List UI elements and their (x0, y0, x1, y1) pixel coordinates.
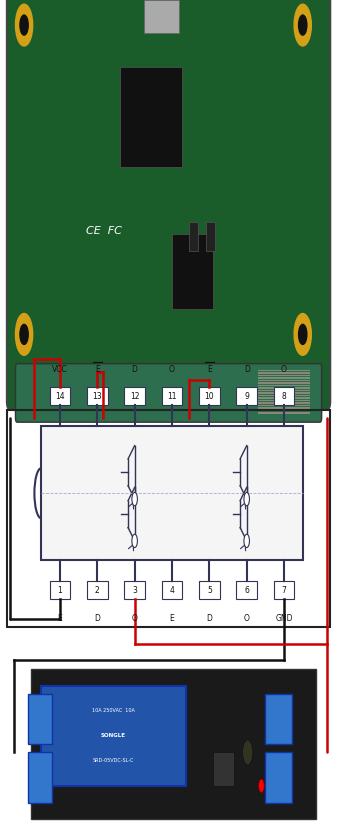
Text: 4: 4 (170, 586, 174, 594)
Text: 10A 250VAC  10A: 10A 250VAC 10A (92, 708, 135, 713)
Circle shape (20, 15, 28, 35)
Text: O: O (132, 614, 138, 624)
Bar (162, 581, 182, 599)
Bar (199, 581, 220, 599)
Bar (120, 67, 182, 167)
Text: E: E (207, 364, 212, 374)
Bar (50, 581, 70, 599)
Text: E: E (170, 614, 174, 624)
Bar (236, 581, 257, 599)
Circle shape (244, 492, 249, 506)
Circle shape (15, 4, 33, 46)
Text: 14: 14 (55, 392, 65, 400)
Bar (258, 407, 310, 409)
Bar (28, 752, 52, 803)
Circle shape (132, 492, 137, 506)
Text: E: E (57, 614, 62, 624)
Bar (258, 370, 310, 371)
Bar (50, 387, 70, 405)
Text: O: O (169, 364, 175, 374)
FancyBboxPatch shape (15, 364, 322, 422)
Bar (41, 426, 303, 560)
Circle shape (243, 740, 253, 765)
Text: 2: 2 (95, 586, 100, 594)
Text: E: E (95, 364, 100, 374)
Bar (87, 387, 108, 405)
Bar (258, 387, 310, 389)
Circle shape (132, 534, 137, 548)
Circle shape (259, 779, 264, 793)
Text: D: D (94, 614, 100, 624)
Text: 6: 6 (244, 586, 249, 594)
Bar (258, 405, 310, 406)
Bar (258, 375, 310, 376)
Bar (274, 387, 294, 405)
Text: 12: 12 (130, 392, 139, 400)
Bar (258, 412, 310, 414)
Text: 13: 13 (93, 392, 102, 400)
Bar (258, 380, 310, 381)
Text: SRD-05VDC-SL-C: SRD-05VDC-SL-C (93, 758, 134, 763)
Bar (265, 752, 292, 803)
Text: 3: 3 (132, 586, 137, 594)
Text: VCC: VCC (52, 364, 68, 374)
Bar (213, 752, 234, 786)
Text: 10: 10 (205, 392, 214, 400)
Circle shape (299, 324, 307, 344)
Bar (258, 397, 310, 399)
Bar (236, 387, 257, 405)
Bar (258, 382, 310, 384)
Bar (87, 581, 108, 599)
Bar (258, 395, 310, 396)
Bar (7, 410, 330, 627)
Bar (41, 686, 186, 786)
Circle shape (294, 314, 311, 355)
Text: 11: 11 (167, 392, 177, 400)
Text: SONGLE: SONGLE (101, 733, 126, 738)
Text: O: O (244, 614, 250, 624)
Bar (28, 694, 52, 744)
Bar (31, 669, 316, 819)
Bar (124, 581, 145, 599)
Text: D: D (132, 364, 138, 374)
Bar (258, 392, 310, 394)
Bar (274, 581, 294, 599)
Circle shape (15, 314, 33, 355)
Bar (162, 387, 182, 405)
Circle shape (244, 534, 249, 548)
Text: O: O (281, 364, 287, 374)
Bar (258, 385, 310, 386)
Bar (258, 402, 310, 404)
Bar (258, 390, 310, 391)
Bar (199, 387, 220, 405)
Text: 1: 1 (57, 586, 62, 594)
Circle shape (20, 324, 28, 344)
Text: D: D (206, 614, 212, 624)
Text: GND: GND (275, 614, 293, 624)
Bar (258, 410, 310, 411)
Text: 8: 8 (282, 392, 287, 400)
FancyBboxPatch shape (7, 0, 330, 410)
Bar (172, 234, 213, 309)
Bar (144, 0, 179, 33)
Bar (206, 222, 215, 251)
Circle shape (299, 15, 307, 35)
Bar (124, 387, 145, 405)
Bar (258, 400, 310, 401)
Text: D: D (244, 364, 250, 374)
Bar (258, 372, 310, 374)
Circle shape (294, 4, 311, 46)
Bar (189, 222, 198, 251)
Text: CE  FC: CE FC (86, 226, 122, 236)
Bar (258, 377, 310, 379)
Bar (265, 694, 292, 744)
Text: 5: 5 (207, 586, 212, 594)
Text: 9: 9 (244, 392, 249, 400)
Text: 7: 7 (282, 586, 287, 594)
